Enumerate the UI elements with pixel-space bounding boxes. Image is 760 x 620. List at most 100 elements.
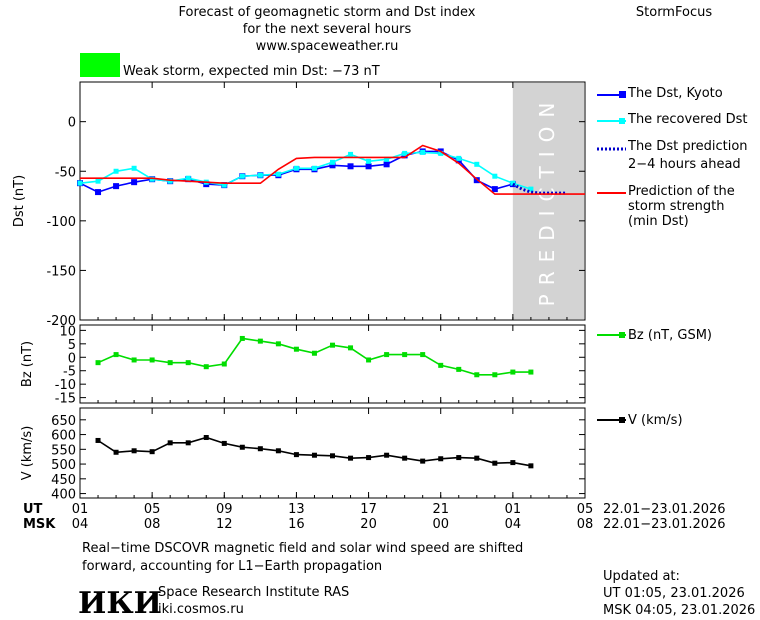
data-point xyxy=(77,180,83,186)
y-tick-label: 400 xyxy=(51,488,76,503)
legend-prediction: The Dst prediction 2−4 hours ahead xyxy=(597,139,748,172)
data-point xyxy=(420,458,426,464)
data-point xyxy=(456,455,462,461)
legend-recovered: The recovered Dst xyxy=(597,112,747,127)
series-line xyxy=(97,436,532,467)
data-point xyxy=(167,360,173,366)
data-point xyxy=(131,179,138,186)
data-point xyxy=(366,158,372,164)
data-point xyxy=(474,161,480,167)
data-point xyxy=(113,352,119,358)
x-tick-label-msk: 00 xyxy=(432,517,449,532)
legend-pred-line2: 2−4 hours ahead xyxy=(628,157,741,172)
data-point xyxy=(438,456,444,462)
site-url: www.spaceweather.ru xyxy=(256,39,399,54)
y-tick-label: -15 xyxy=(55,392,76,407)
data-point xyxy=(528,369,534,375)
ut-axis-label: UT xyxy=(23,502,43,517)
data-point xyxy=(491,186,498,193)
x-tick-label-msk: 08 xyxy=(144,517,161,532)
data-point xyxy=(131,357,137,363)
data-point xyxy=(131,165,137,171)
x-tick-label-msk: 16 xyxy=(288,517,305,532)
data-point xyxy=(167,178,173,184)
data-point xyxy=(510,460,516,466)
data-point xyxy=(311,452,317,458)
y-tick-label: 650 xyxy=(51,414,76,429)
data-point xyxy=(402,455,408,461)
data-point xyxy=(185,440,191,446)
y-tick-label: -50 xyxy=(55,165,76,180)
updated-ut: UT 01:05, 23.01.2026 xyxy=(603,586,745,601)
data-point xyxy=(330,453,335,459)
data-point xyxy=(348,151,354,157)
data-point xyxy=(221,440,227,446)
x-tick-label-ut: 13 xyxy=(288,502,305,517)
v-axis-label: V (km/s) xyxy=(20,426,35,481)
x-tick-label-ut: 01 xyxy=(505,502,522,517)
institute-site: iki.cosmos.ru xyxy=(158,602,244,617)
chart-title-line2: for the next several hours xyxy=(243,22,412,37)
data-point xyxy=(239,335,245,341)
data-point xyxy=(95,189,102,196)
data-point xyxy=(275,171,281,177)
data-point xyxy=(239,444,245,450)
y-tick-label: -10 xyxy=(55,378,76,393)
data-point xyxy=(185,360,191,366)
data-point xyxy=(203,364,209,370)
x-tick-label-msk: 12 xyxy=(216,517,233,532)
data-point xyxy=(113,168,119,174)
y-tick-label: 550 xyxy=(51,443,76,458)
data-point xyxy=(420,149,426,155)
data-point xyxy=(474,372,480,378)
storm-level-swatch xyxy=(80,53,120,77)
legend-pred-line1: The Dst prediction xyxy=(627,139,748,154)
data-point xyxy=(113,183,120,190)
data-point xyxy=(185,175,191,181)
data-point xyxy=(383,161,390,168)
data-point xyxy=(311,350,317,356)
series-line xyxy=(512,182,567,195)
data-point xyxy=(257,338,263,344)
data-point xyxy=(365,163,372,170)
x-tick-label-msk: 04 xyxy=(72,517,89,532)
data-point xyxy=(329,162,336,169)
data-point xyxy=(492,173,498,179)
updated-msk: MSK 04:05, 23.01.2026 xyxy=(603,603,755,618)
legend-dst-kyoto: The Dst, Kyoto xyxy=(597,86,723,101)
data-point xyxy=(149,176,155,182)
series-line xyxy=(80,144,585,195)
y-tick-label: 500 xyxy=(51,458,76,473)
x-tick-label-ut: 21 xyxy=(432,502,449,517)
x-tick-label-msk: 04 xyxy=(505,517,522,532)
x-tick-label-ut: 01 xyxy=(72,502,89,517)
data-point xyxy=(221,361,227,367)
data-point xyxy=(95,178,101,184)
prediction-watermark: PREDICTION xyxy=(535,94,559,307)
data-point xyxy=(456,366,462,372)
legend-v: V (km/s) xyxy=(597,413,683,428)
x-tick-label-msk: 08 xyxy=(577,517,594,532)
data-point xyxy=(311,165,317,171)
data-point xyxy=(293,346,299,352)
data-point xyxy=(384,452,390,458)
legend-recovered-label: The recovered Dst xyxy=(627,112,747,127)
legend-strength-line3: (min Dst) xyxy=(628,214,689,229)
storm-status-text: Weak storm, expected min Dst: −73 nT xyxy=(123,64,380,79)
y-tick-label: 0 xyxy=(68,351,76,366)
iki-logo: ИКИ xyxy=(78,586,162,620)
data-point xyxy=(257,446,263,452)
data-point xyxy=(366,357,372,363)
data-point xyxy=(149,449,155,455)
data-point xyxy=(293,165,299,171)
y-tick-label: -150 xyxy=(46,264,76,279)
y-tick-label: -100 xyxy=(46,215,76,230)
y-tick-label: -200 xyxy=(46,314,76,329)
data-point xyxy=(239,173,245,179)
x-tick-label-ut: 09 xyxy=(216,502,233,517)
data-point xyxy=(221,182,227,188)
msk-date-range: 22.01−23.01.2026 xyxy=(603,517,726,532)
series-layer xyxy=(77,144,585,469)
data-point xyxy=(293,452,299,458)
y-tick-label: 600 xyxy=(51,429,76,444)
